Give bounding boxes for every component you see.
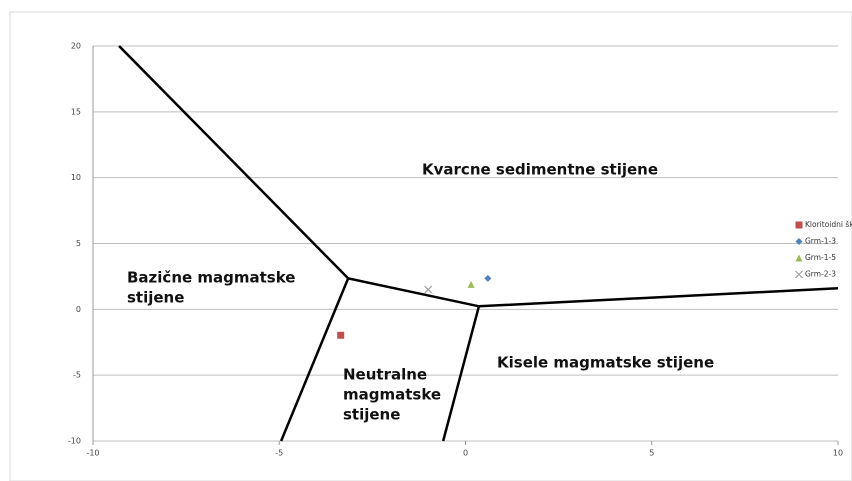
region-label: stijene — [343, 406, 400, 424]
y-tick-label: -5 — [73, 371, 81, 380]
region-label: magmatske — [343, 386, 441, 404]
y-tick-label: 15 — [71, 107, 81, 116]
region-label: Kisele magmatske stijene — [497, 354, 714, 372]
y-tick-label: -10 — [68, 437, 81, 446]
y-tick-label: 0 — [76, 305, 81, 314]
legend-marker — [795, 270, 803, 279]
region-label: Bazične magmatske — [127, 269, 295, 287]
x-tick-label: 0 — [463, 449, 468, 458]
data-point — [424, 285, 433, 294]
x-tick-label: 10 — [833, 449, 843, 458]
boundary-line — [441, 305, 481, 442]
x-tick-label: -10 — [86, 449, 99, 458]
data-point — [467, 280, 475, 288]
legend-marker — [795, 254, 803, 262]
data-point — [484, 274, 492, 282]
region-label: Kvarcne sedimentne stijene — [422, 161, 658, 179]
y-tick-label: 10 — [71, 173, 81, 182]
legend-label: Grm-1-3 — [805, 237, 836, 246]
chart-frame — [9, 11, 852, 481]
x-tick-label: -5 — [275, 449, 283, 458]
legend-marker — [795, 238, 803, 245]
region-label: Neutralne — [343, 366, 427, 384]
legend-label: Kloritoidni šk — [805, 220, 852, 229]
legend-marker — [795, 221, 803, 229]
region-label: stijene — [127, 289, 184, 307]
x-tick-label: 5 — [649, 449, 654, 458]
boundary-line — [279, 277, 350, 442]
legend-label: Grm-1-5 — [805, 253, 836, 262]
boundary-line — [118, 45, 839, 308]
legend-label: Grm-2-3 — [805, 270, 836, 279]
data-point — [337, 331, 345, 339]
y-tick-label: 20 — [71, 42, 81, 51]
y-tick-label: 5 — [76, 239, 81, 248]
